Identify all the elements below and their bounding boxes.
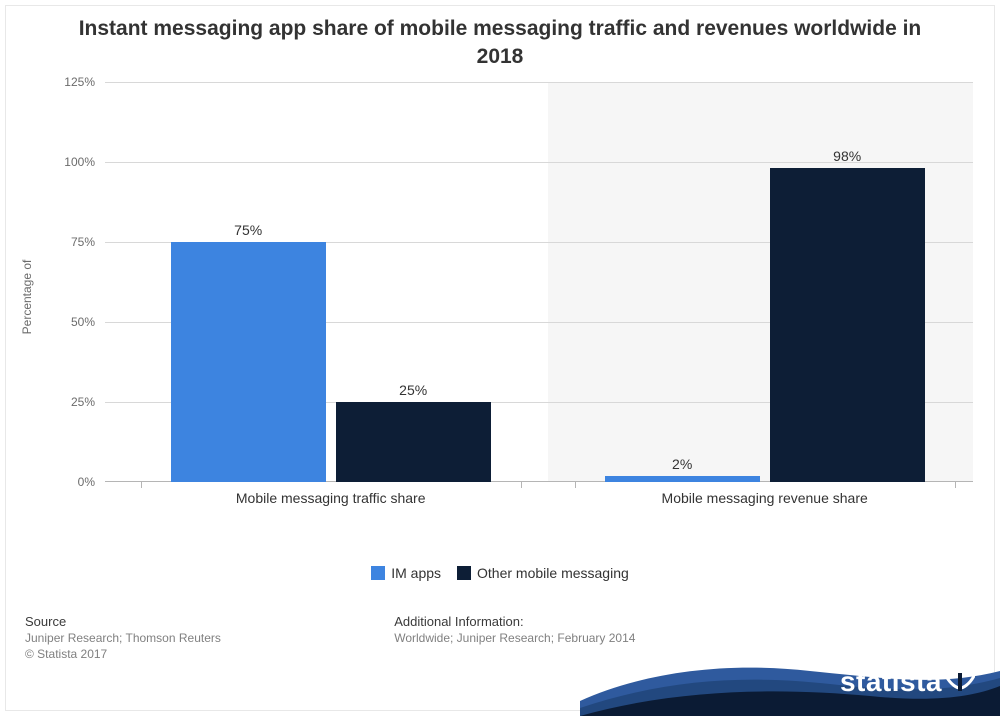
- y-tick-label: 25%: [71, 395, 105, 409]
- statista-logo: statista: [840, 666, 975, 698]
- x-tick-mark: [955, 482, 956, 488]
- y-tick-label: 50%: [71, 315, 105, 329]
- source-text: Juniper Research; Thomson Reuters: [25, 631, 221, 645]
- y-tick-label: 75%: [71, 235, 105, 249]
- y-tick-label: 125%: [64, 75, 105, 89]
- bar-value-label: 98%: [833, 148, 861, 168]
- bar-value-label: 25%: [399, 382, 427, 402]
- y-tick-label: 100%: [64, 155, 105, 169]
- legend-label: IM apps: [391, 565, 441, 581]
- legend-item: IM apps: [371, 565, 441, 581]
- statista-logo-icon: [945, 673, 975, 691]
- x-tick-mark: [521, 482, 522, 488]
- bar: 75%: [171, 242, 326, 482]
- x-tick-mark: [575, 482, 576, 488]
- source-heading: Source: [25, 614, 221, 629]
- legend-swatch: [457, 566, 471, 580]
- x-tick-mark: [141, 482, 142, 488]
- y-axis-label: Percentage of: [20, 260, 34, 335]
- bar: 98%: [770, 168, 925, 482]
- chart-area: Percentage of 0%25%50%75%100%125%75%25%M…: [45, 82, 973, 512]
- x-category-label: Mobile messaging revenue share: [662, 482, 868, 506]
- y-tick-label: 0%: [78, 475, 105, 489]
- bar: 25%: [336, 402, 491, 482]
- statista-logo-text: statista: [840, 666, 942, 698]
- bar-value-label: 2%: [672, 456, 692, 476]
- legend-item: Other mobile messaging: [457, 565, 629, 581]
- bar-value-label: 75%: [234, 222, 262, 242]
- grid-line: [105, 82, 973, 83]
- copyright-text: © Statista 2017: [25, 647, 221, 661]
- plot-area: 0%25%50%75%100%125%75%25%Mobile messagin…: [105, 82, 973, 482]
- legend-label: Other mobile messaging: [477, 565, 629, 581]
- footer-source: Source Juniper Research; Thomson Reuters…: [25, 614, 221, 661]
- chart-title: Instant messaging app share of mobile me…: [0, 0, 1000, 77]
- legend: IM apps Other mobile messaging: [0, 565, 1000, 585]
- x-category-label: Mobile messaging traffic share: [236, 482, 426, 506]
- footer: Source Juniper Research; Thomson Reuters…: [25, 614, 635, 661]
- legend-swatch: [371, 566, 385, 580]
